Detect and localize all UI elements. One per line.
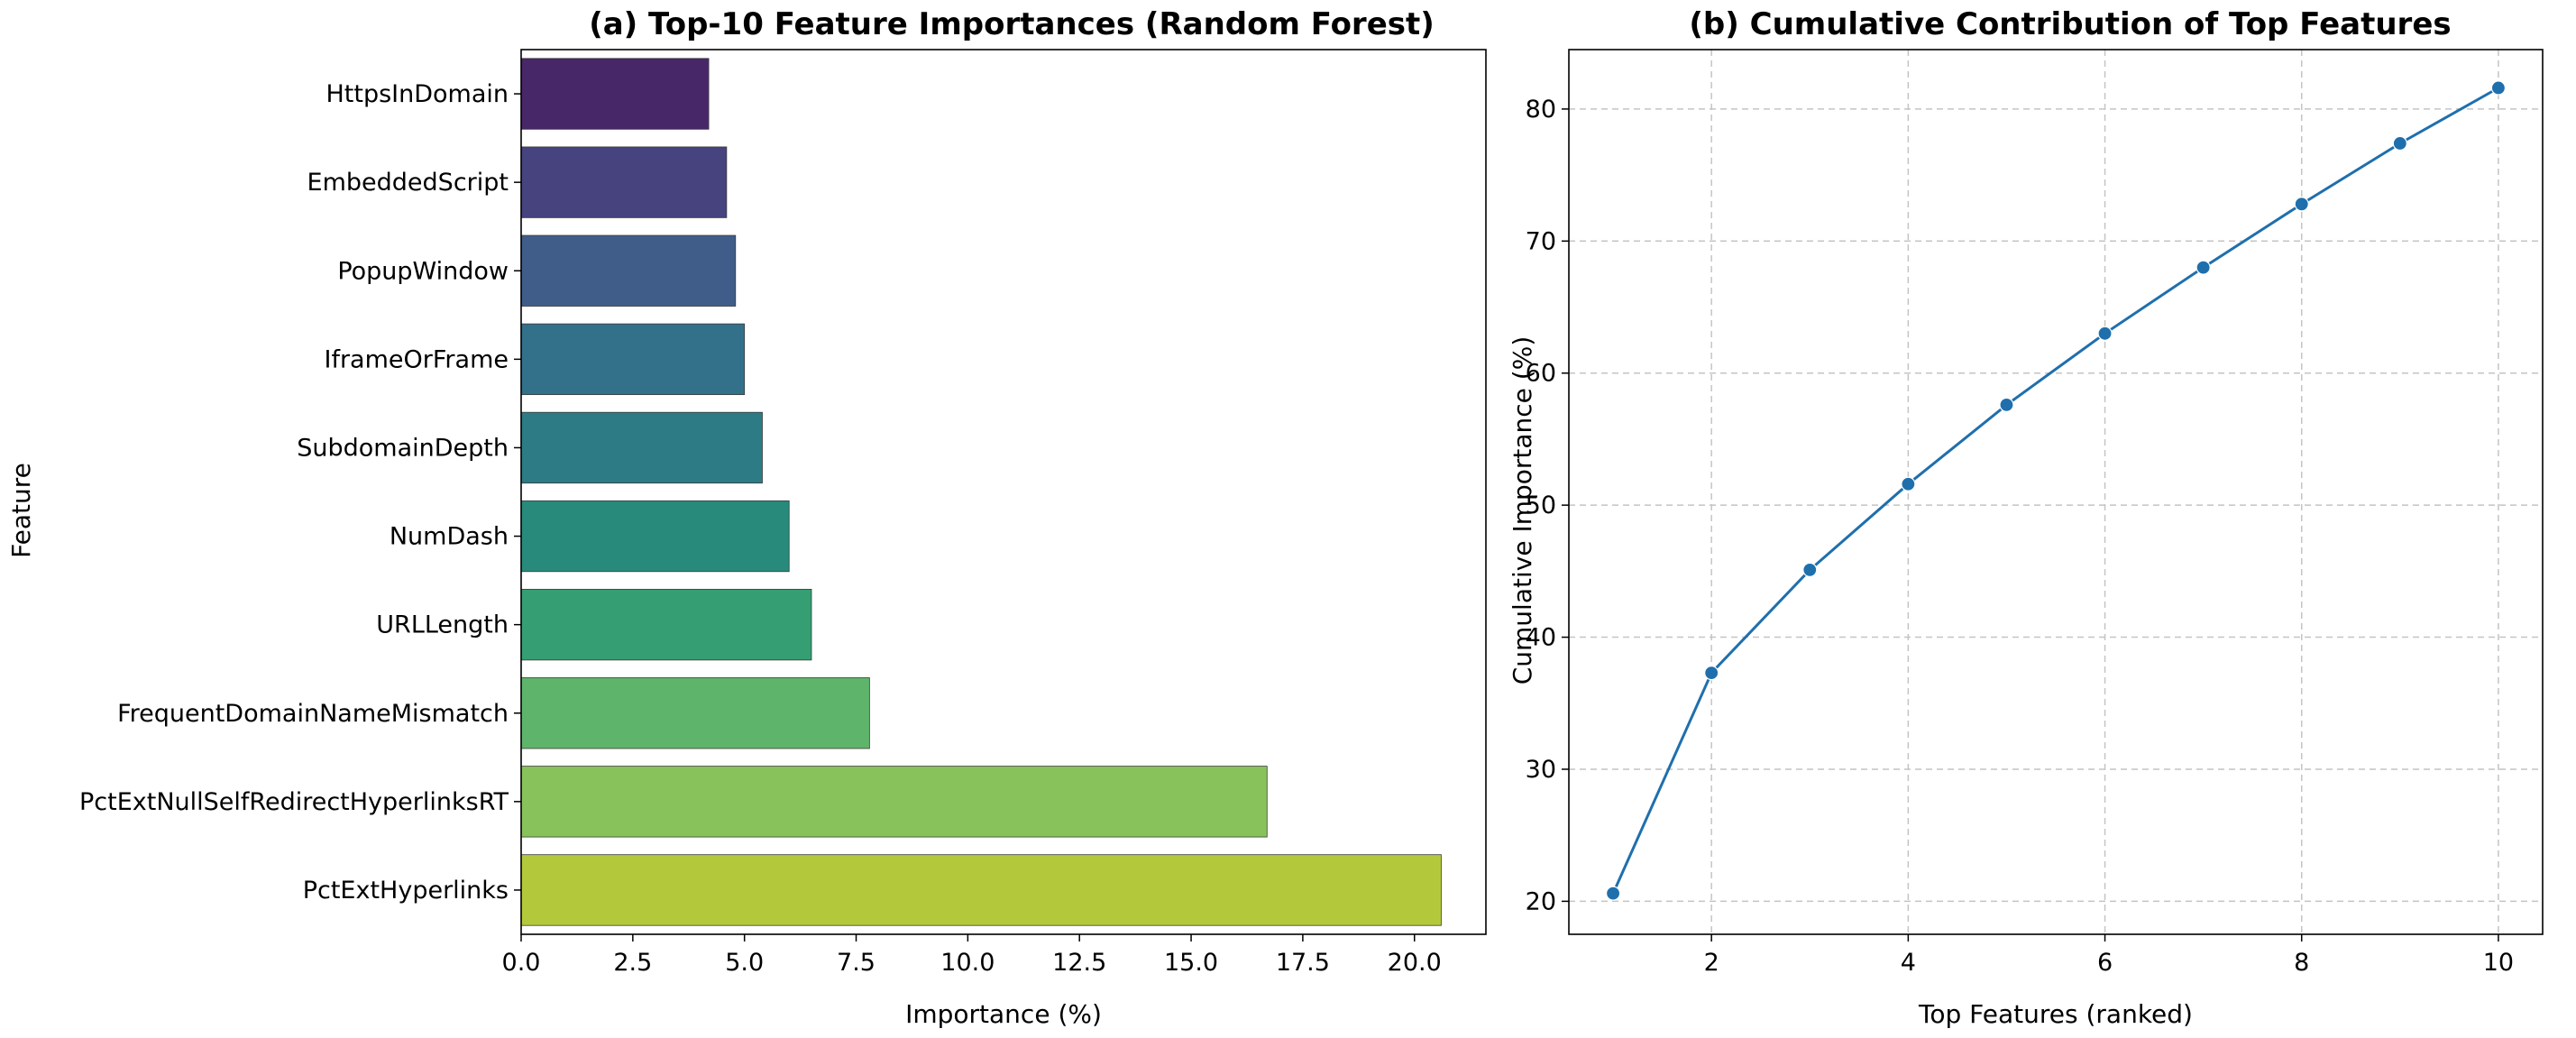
x-tick-label: 6 <box>2097 949 2113 977</box>
y-tick-label: EmbeddedScript <box>307 169 509 197</box>
y-tick-label: PopupWindow <box>337 257 509 285</box>
bar-EmbeddedScript <box>520 146 728 218</box>
y-tick-label: 30 <box>1526 756 1556 784</box>
data-point-5 <box>1999 397 2014 412</box>
bar-PopupWindow <box>520 234 737 307</box>
grid-lines <box>1569 50 2543 934</box>
y-tick-labels: HttpsInDomain EmbeddedScript PopupWindow If… <box>79 80 521 905</box>
x-tick-label: 2.5 <box>613 949 652 977</box>
y-tick-label: PctExtHyperlinks <box>303 877 509 905</box>
bar-URLLength <box>520 589 812 661</box>
chart-b-title: (b) Cumulative Contribution of Top Featu… <box>1689 6 2451 42</box>
x-tick-label: 7.5 <box>837 949 875 977</box>
y-tick-label: URLLength <box>376 611 509 639</box>
x-tick-label: 0.0 <box>502 949 541 977</box>
data-point-1 <box>1605 886 1621 901</box>
y-axis-label-b: Cumulative Importance (%) <box>1508 336 1537 685</box>
data-point-3 <box>1802 562 1818 577</box>
bar-PctExtNullSelfRedirectHyperlinksRT <box>520 766 1268 838</box>
data-point-2 <box>1704 665 1719 681</box>
bar-PctExtHyperlinks <box>520 854 1442 926</box>
data-point-7 <box>2196 260 2211 275</box>
bar-HttpsInDomain <box>520 58 710 130</box>
tick-labels: 2 4 6 8 10 20 30 40 50 60 70 80 <box>1526 96 2514 977</box>
y-tick-label: 70 <box>1526 227 1556 255</box>
x-tick-label: 10 <box>2483 949 2514 977</box>
cumulative-line <box>1611 87 2499 895</box>
y-axis-label-a: Feature <box>6 463 36 558</box>
plot-frame-a <box>520 49 1487 935</box>
bar-IframeOrFrame <box>520 323 746 395</box>
y-tick-label: 80 <box>1526 96 1556 124</box>
y-tick-label: HttpsInDomain <box>325 80 509 108</box>
x-tick-label: 4 <box>1901 949 1916 977</box>
x-tick-label: 8 <box>2294 949 2309 977</box>
x-tick-label: 17.5 <box>1276 949 1330 977</box>
x-tick-label: 10.0 <box>940 949 995 977</box>
x-tick-label: 5.0 <box>725 949 764 977</box>
x-axis-label-b: Top Features (ranked) <box>1918 999 2193 1029</box>
data-point-9 <box>2392 135 2407 152</box>
y-tick-label: PctExtNullSelfRedirectHyperlinksRT <box>79 788 509 816</box>
x-tick-label: 2 <box>1704 949 1719 977</box>
feature-importance-chart: (a) Top-10 Feature Importances (Random F… <box>6 6 1487 1029</box>
data-point-8 <box>2294 197 2309 212</box>
y-tick-label: 50 <box>1526 491 1556 519</box>
x-tick-label: 15.0 <box>1164 949 1218 977</box>
chart-a-title: (a) Top-10 Feature Importances (Random F… <box>589 6 1435 42</box>
y-tick-label: NumDash <box>390 523 509 551</box>
x-tick-label: 20.0 <box>1388 949 1442 977</box>
plot-frame-b <box>1568 49 2544 935</box>
y-tick-label: 20 <box>1526 887 1556 915</box>
y-tick-label: SubdomainDepth <box>297 434 509 462</box>
y-tick-label: IframeOrFrame <box>324 345 509 373</box>
bar-FrequentDomainNameMismatch <box>520 677 870 749</box>
cumulative-contribution-chart: (b) Cumulative Contribution of Top Featu… <box>1508 6 2544 1029</box>
y-tick-label: 40 <box>1526 624 1556 652</box>
data-point-10 <box>2490 80 2507 96</box>
x-axis-label-a: Importance (%) <box>905 999 1102 1029</box>
x-tick-label: 12.5 <box>1052 949 1106 977</box>
y-tick-label: 60 <box>1526 360 1556 388</box>
x-tick-labels: 0.0 2.5 5.0 7.5 10.0 12.5 15.0 17.5 20.0 <box>502 934 1442 977</box>
data-point-6 <box>2097 326 2113 341</box>
data-point-4 <box>1901 476 1916 491</box>
y-tick-label: FrequentDomainNameMismatch <box>117 700 509 728</box>
bars-group <box>520 58 1442 926</box>
series-line <box>1605 80 2507 901</box>
bar-NumDash <box>520 500 790 573</box>
bar-SubdomainDepth <box>520 411 763 484</box>
